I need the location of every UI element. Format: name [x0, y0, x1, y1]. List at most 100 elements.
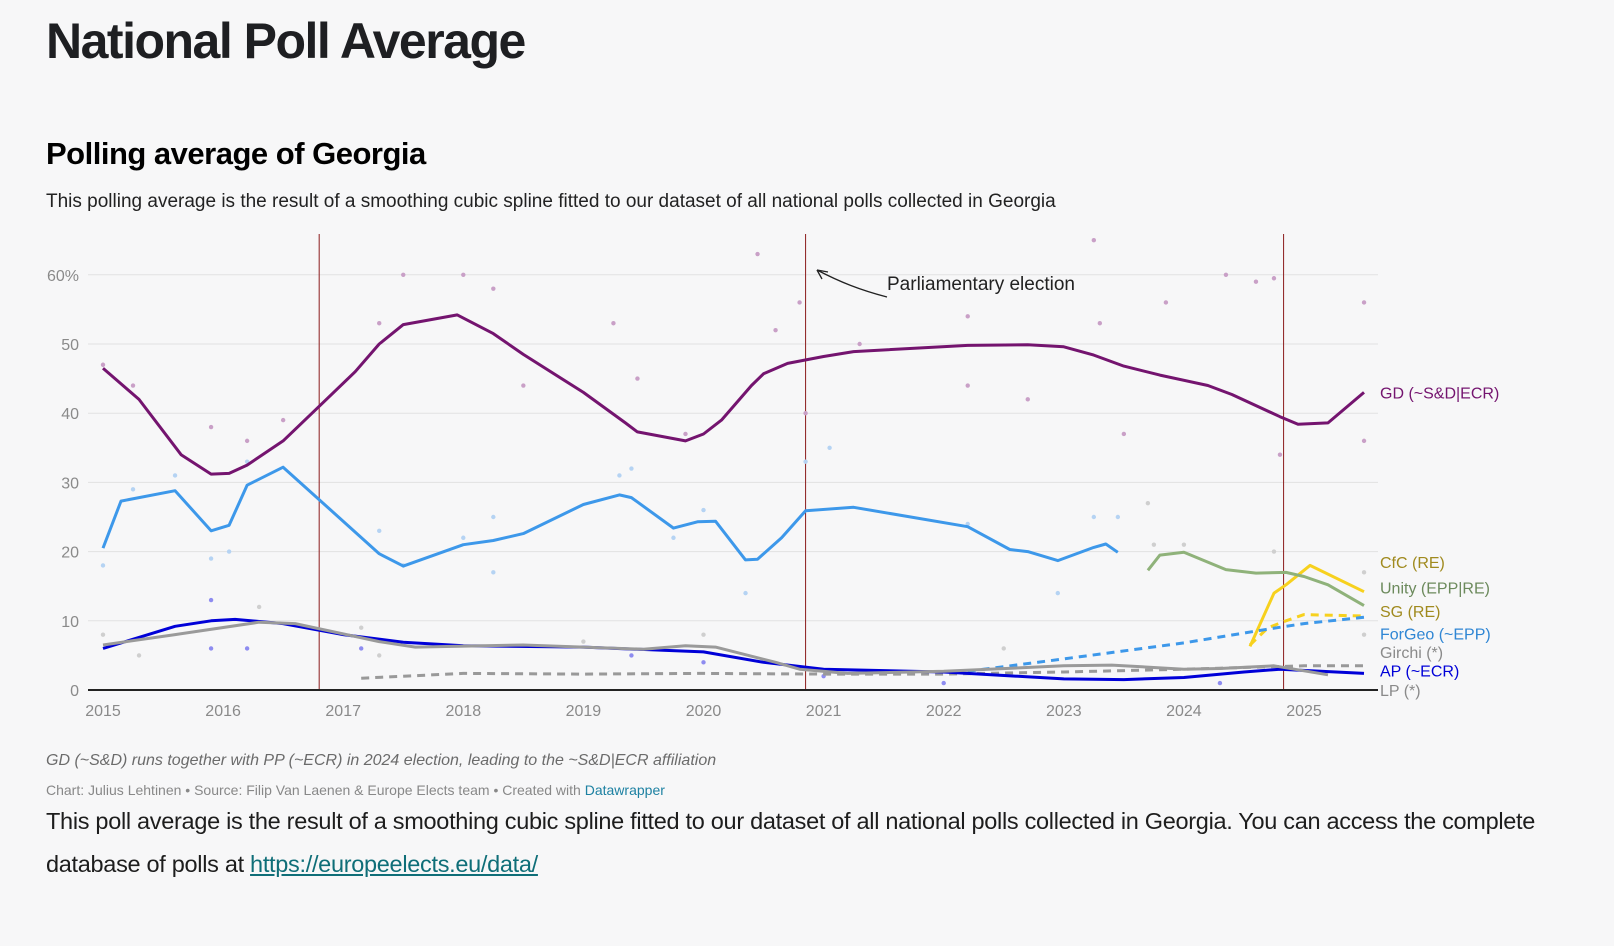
x-tick-label: 2018 — [446, 703, 482, 720]
poll-dot — [521, 383, 526, 388]
y-tick-label: 30 — [61, 475, 79, 492]
y-tick-label: 60% — [47, 268, 79, 285]
x-tick-label: 2024 — [1166, 703, 1202, 720]
series-line — [967, 615, 1365, 673]
page-title: National Poll Average — [46, 13, 526, 69]
series-label: ForGeo (~EPP) — [1380, 626, 1491, 643]
poll-dot — [377, 528, 382, 534]
poll-dot — [827, 445, 832, 450]
poll-dot — [701, 660, 706, 665]
poll-dot — [1115, 514, 1121, 520]
poll-dot — [1025, 397, 1030, 402]
y-tick-label: 10 — [61, 614, 79, 631]
poll-dot — [461, 272, 466, 277]
poll-dot — [683, 431, 688, 437]
poll-dot — [208, 597, 214, 603]
y-tick-label: 0 — [70, 683, 79, 700]
poll-dot — [1151, 542, 1157, 547]
poll-dot — [136, 653, 142, 658]
series-label: SG (RE) — [1380, 604, 1440, 621]
poll-dot — [172, 473, 178, 478]
series-label: Unity (EPP|RE) — [1380, 581, 1490, 598]
x-tick-label: 2025 — [1286, 703, 1322, 720]
series-line — [101, 465, 1119, 568]
series-lines — [101, 313, 1365, 682]
poll-dot — [491, 570, 496, 575]
body-paragraph: This poll average is the result of a smo… — [46, 800, 1606, 886]
poll-dot — [359, 646, 364, 651]
chart-title: Polling average of Georgia — [46, 136, 426, 171]
poll-dot — [1145, 500, 1151, 506]
chart-description: This polling average is the result of a … — [46, 191, 1056, 212]
poll-dot — [1253, 279, 1259, 284]
poll-dot — [965, 314, 970, 319]
poll-dot — [1097, 321, 1103, 326]
body-text: This poll average is the result of a smo… — [46, 808, 1536, 877]
poll-dot — [1361, 570, 1367, 575]
poll-dot — [803, 459, 808, 464]
series-line — [102, 617, 1365, 682]
poll-dot — [1223, 272, 1229, 277]
series-label: CfC (RE) — [1380, 555, 1445, 572]
poll-dot — [581, 639, 586, 644]
poll-dot — [244, 438, 250, 444]
poll-dot — [208, 424, 214, 430]
poll-dot — [857, 341, 862, 347]
annotation-text: Parliamentary election — [887, 274, 1075, 295]
poll-dot — [280, 417, 286, 423]
poll-dot — [611, 321, 616, 326]
datawrapper-link[interactable]: Datawrapper — [584, 782, 665, 798]
y-tick-label: 50 — [61, 337, 79, 354]
poll-dot — [244, 646, 250, 651]
y-tick-label: 40 — [61, 406, 79, 423]
poll-dot — [797, 300, 802, 305]
series-line — [102, 620, 1329, 677]
x-tick-label: 2021 — [806, 703, 842, 720]
poll-dot — [629, 466, 634, 471]
poll-dot — [1361, 632, 1367, 637]
chart-credits: Chart: Julius Lehtinen • Source: Filip V… — [46, 782, 665, 798]
poll-dot — [100, 362, 106, 367]
poll-dot — [1181, 542, 1187, 547]
poll-dot — [743, 590, 748, 596]
series-line — [1248, 563, 1365, 648]
poll-dot — [130, 487, 136, 492]
poll-dot — [1361, 300, 1367, 305]
poll-dot — [1271, 549, 1277, 554]
x-tick-label: 2020 — [686, 703, 722, 720]
poll-dot — [377, 321, 382, 326]
poll-dot — [377, 653, 382, 658]
poll-dot — [1217, 680, 1223, 686]
poll-dot — [208, 556, 214, 561]
poll-dot — [755, 251, 760, 257]
poll-dot — [208, 646, 214, 651]
poll-dot — [256, 604, 262, 610]
poll-dots — [100, 238, 1367, 686]
series-line — [102, 313, 1365, 476]
x-tick-label: 2015 — [85, 703, 121, 720]
poll-dot — [803, 411, 808, 416]
poll-dot — [100, 632, 106, 637]
poll-dot — [701, 507, 706, 513]
data-link[interactable]: https://europeelects.eu/data/ — [250, 851, 538, 877]
annotation-arrow-icon — [816, 269, 888, 298]
arrowhead-icon — [816, 269, 829, 280]
x-tick-label: 2019 — [566, 703, 602, 720]
poll-dot — [461, 535, 466, 540]
poll-dot — [1091, 238, 1097, 243]
series-label: AP (~ECR) — [1380, 664, 1459, 681]
poll-dot — [1277, 452, 1283, 457]
poll-dot — [491, 286, 496, 291]
series-label: LP (*) — [1380, 683, 1421, 700]
x-tick-label: 2016 — [205, 703, 241, 720]
poll-dot — [1001, 646, 1006, 651]
series-label: GD (~S&D|ECR) — [1380, 385, 1499, 402]
poll-dot — [491, 514, 496, 520]
poll-dot — [671, 535, 676, 540]
poll-dot — [629, 653, 634, 658]
poll-dot — [1163, 300, 1169, 305]
poll-dot — [1091, 514, 1097, 520]
chart-note: GD (~S&D) runs together with PP (~ECR) i… — [46, 752, 717, 769]
poll-dot — [1271, 276, 1277, 281]
poll-dot — [965, 383, 970, 388]
